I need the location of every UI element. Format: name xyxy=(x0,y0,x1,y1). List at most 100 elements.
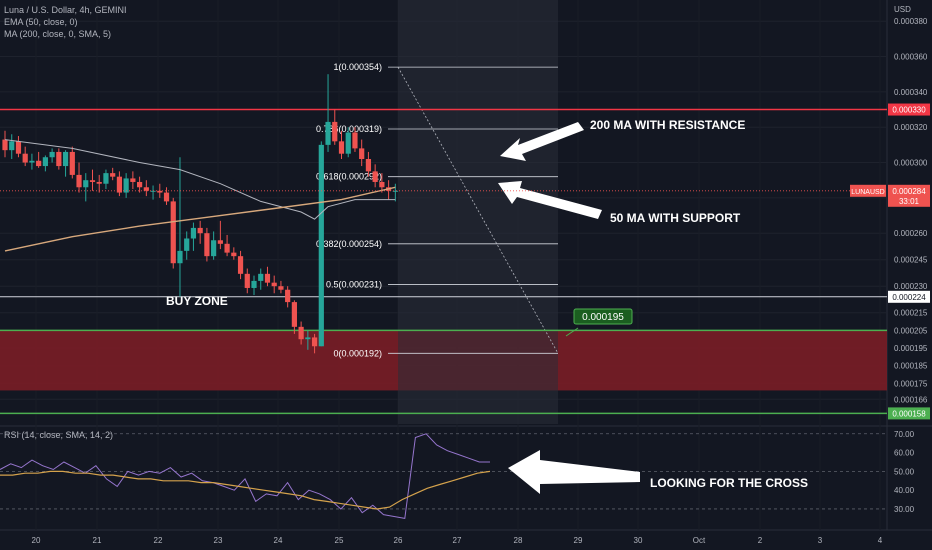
x-tick-label: 2 xyxy=(758,536,763,545)
target-label: 0.000195 xyxy=(582,312,624,323)
candle-body xyxy=(305,337,311,340)
ma-legend: MA (200, close, 0, SMA, 5) xyxy=(4,29,112,39)
candle-body xyxy=(9,141,15,151)
candle-body xyxy=(83,180,89,188)
candle-body xyxy=(311,337,318,347)
fib-level-label: 0(0.000192) xyxy=(333,348,382,358)
candle-body xyxy=(318,144,324,347)
x-tick-label: 28 xyxy=(514,536,523,545)
candle-body xyxy=(217,240,223,244)
candle-body xyxy=(170,201,176,264)
level-tag: 0.000224 xyxy=(892,293,926,302)
fib-level-label: 0.786(0.000319) xyxy=(316,124,382,134)
resistance-tag: 0.000330 xyxy=(892,106,926,115)
candle-body xyxy=(163,192,170,202)
symbol-tag-bg xyxy=(850,184,886,197)
target-box xyxy=(573,308,633,325)
time-axis: 20 21 22 23 24 25 26 27 28 29 30 Oct 2 3 4 xyxy=(32,536,883,545)
candle-body xyxy=(224,243,230,253)
candle-body xyxy=(49,151,55,158)
horizontal-levels xyxy=(0,108,887,415)
candle-body xyxy=(56,151,62,167)
y-tick-label: 0.000205 xyxy=(894,326,928,335)
symbol-legend: Luna / U.S. Dollar, 4h, GEMINI xyxy=(4,5,127,15)
rsi-arrow xyxy=(508,450,640,494)
candle-body xyxy=(278,286,284,290)
candle-body xyxy=(365,159,372,172)
x-tick-label: 21 xyxy=(93,536,102,545)
fib-trend-line xyxy=(397,66,559,354)
candle-body xyxy=(352,132,358,149)
candle-body xyxy=(110,173,116,177)
x-tick-label: Oct xyxy=(693,536,706,545)
candle-body xyxy=(392,190,398,192)
annotation-arrows xyxy=(498,122,640,494)
candle-body xyxy=(157,190,163,193)
rsi-tick-label: 30.00 xyxy=(894,505,915,514)
candle-body xyxy=(62,151,69,167)
candle-body xyxy=(76,174,82,188)
candle-body xyxy=(251,280,257,288)
price-tags: 0.000195 0.000330 0.000224 0.000158 LUNAUSD 0… xyxy=(0,103,930,420)
ma200-line xyxy=(4,186,396,252)
y-tick-label: 0.000185 xyxy=(894,362,928,371)
y-tick-label: 0.000360 xyxy=(894,53,928,62)
candle-body xyxy=(271,282,277,287)
currency-label: USD xyxy=(894,5,911,14)
support-arrow xyxy=(498,181,602,219)
current-price-bg xyxy=(888,184,930,207)
fibonacci-retracement: 1(0.000354) 0.786(0.000319) 0.618(0.000292… xyxy=(316,62,559,358)
x-tick-label: 29 xyxy=(574,536,583,545)
rsi-pane: 70.00 60.00 50.00 40.00 30.00 xyxy=(0,430,915,519)
fib-level-label: 0.618(0.000292) xyxy=(316,172,382,182)
y-tick-label: 0.000230 xyxy=(894,282,928,291)
projection-box xyxy=(398,0,558,424)
countdown: 33:01 xyxy=(899,197,920,206)
candle-body xyxy=(69,151,75,175)
fib-level-label: 1(0.000354) xyxy=(333,62,382,72)
target-pointer xyxy=(565,327,579,337)
candle-body xyxy=(244,273,250,288)
y-tick-label: 0.000195 xyxy=(894,344,928,353)
fib-level-label: 0.5(0.000231) xyxy=(326,279,382,289)
x-tick-label: 20 xyxy=(32,536,41,545)
level-tag-bg xyxy=(888,290,930,303)
candle-body xyxy=(184,238,190,251)
x-tick-label: 4 xyxy=(878,536,883,545)
candle-body xyxy=(143,187,149,191)
candle-body xyxy=(36,160,42,167)
x-tick-label: 24 xyxy=(274,536,283,545)
candle-body xyxy=(338,141,345,154)
candle-body xyxy=(298,326,304,340)
candle-body xyxy=(29,160,35,163)
candle-body xyxy=(177,250,183,264)
resistance-note: 200 MA WITH RESISTANCE xyxy=(590,118,745,132)
candle-body xyxy=(332,121,338,142)
ema50-line xyxy=(4,139,396,220)
candle-body xyxy=(103,173,109,184)
moving-averages xyxy=(4,139,396,252)
candle-body xyxy=(372,171,378,182)
rsi-tick-label: 50.00 xyxy=(894,467,915,476)
resistance-tag-bg xyxy=(888,103,930,116)
x-tick-label: 25 xyxy=(335,536,344,545)
candle-body xyxy=(130,178,136,182)
candle-body xyxy=(15,141,22,154)
candle-body xyxy=(204,233,210,257)
candlestick-series xyxy=(2,74,398,354)
support-tag: 0.000158 xyxy=(892,409,926,418)
y-tick-label: 0.000300 xyxy=(894,159,928,168)
candle-body xyxy=(359,148,365,159)
resistance-arrow xyxy=(500,122,584,161)
candle-body xyxy=(231,252,237,257)
candle-body xyxy=(237,256,244,274)
x-tick-label: 26 xyxy=(394,536,403,545)
symbol-tag: LUNAUSD xyxy=(851,189,884,196)
current-price: 0.000284 xyxy=(892,187,926,196)
y-tick-label: 0.000380 xyxy=(894,17,928,26)
y-tick-label: 0.000166 xyxy=(894,395,928,404)
y-tick-label: 0.000245 xyxy=(894,256,928,265)
y-tick-label: 0.000320 xyxy=(894,123,928,132)
candle-body xyxy=(89,180,96,182)
